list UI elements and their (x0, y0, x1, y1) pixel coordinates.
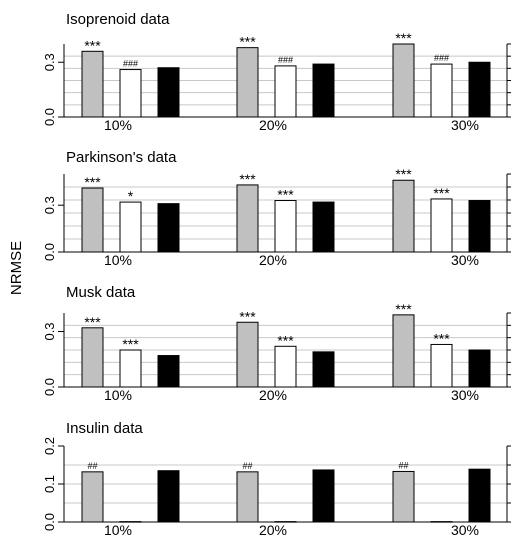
significance-label: *** (84, 314, 101, 330)
bar-black (312, 201, 335, 253)
bar-white (430, 521, 453, 523)
bar-white (119, 521, 142, 523)
panel-title: Insulin data (66, 420, 143, 437)
x-category-label: 10% (104, 117, 132, 133)
y-tick-label: 0.0 (42, 378, 57, 396)
bar-black (312, 351, 335, 388)
significance-label: *** (239, 34, 256, 50)
bar-black (468, 349, 491, 388)
y-axis-label: NRMSE (8, 241, 25, 295)
bar-white (274, 200, 297, 253)
bar-grey (392, 179, 415, 253)
x-category-label: 30% (451, 387, 479, 403)
bar-white (430, 343, 453, 388)
bar-grey (81, 471, 104, 523)
bar-grey (236, 184, 259, 253)
significance-label: *** (433, 330, 450, 346)
bar-black (312, 469, 335, 523)
bar-grey (81, 187, 104, 253)
bar-white (119, 69, 142, 118)
significance-label: *** (395, 166, 412, 182)
significance-label: ### (278, 55, 293, 65)
bar-white (274, 521, 297, 523)
x-category-label: 10% (104, 252, 132, 268)
significance-label: *** (84, 37, 101, 53)
significance-label: ## (87, 461, 97, 471)
bar-black (312, 63, 335, 118)
y-tick-label: 0.3 (42, 196, 57, 214)
panel-title: Musk data (66, 284, 136, 301)
bar-grey (81, 50, 104, 118)
bar-black (468, 468, 491, 523)
significance-label: *** (395, 301, 412, 317)
y-tick-label: 0.3 (42, 53, 57, 71)
significance-label: *** (277, 332, 294, 348)
bar-grey (236, 471, 259, 523)
significance-label: *** (239, 308, 256, 324)
significance-label: *** (122, 336, 139, 352)
y-tick-label: 0.3 (42, 322, 57, 340)
significance-label: ## (398, 460, 408, 470)
bar-white (274, 345, 297, 388)
significance-label: *** (84, 174, 101, 190)
y-tick-label: 0.1 (42, 475, 57, 493)
bar-white (119, 201, 142, 253)
bar-black (157, 355, 180, 388)
bar-black (468, 61, 491, 118)
bar-grey (81, 327, 104, 388)
y-tick-label: 0.0 (42, 108, 57, 126)
bar-white (430, 63, 453, 118)
bar-black (157, 67, 180, 118)
significance-label: ## (242, 461, 252, 471)
significance-label: *** (395, 30, 412, 46)
x-category-label: 20% (259, 522, 287, 538)
bar-white (430, 198, 453, 253)
significance-label: *** (277, 187, 294, 203)
x-category-label: 20% (259, 252, 287, 268)
x-category-label: 30% (451, 252, 479, 268)
significance-label: * (128, 188, 134, 204)
x-category-label: 20% (259, 387, 287, 403)
significance-label: ### (434, 53, 449, 63)
significance-label: *** (433, 185, 450, 201)
bar-grey (392, 314, 415, 388)
y-tick-label: 0.2 (42, 437, 57, 455)
x-category-label: 30% (451, 117, 479, 133)
bar-black (157, 470, 180, 523)
y-tick-label: 0.0 (42, 513, 57, 531)
panel-title: Parkinson's data (66, 149, 177, 166)
bar-grey (392, 470, 415, 523)
panel-title: Isoprenoid data (66, 11, 170, 28)
x-category-label: 10% (104, 522, 132, 538)
bar-grey (236, 47, 259, 118)
bar-white (274, 65, 297, 118)
x-category-label: 20% (259, 117, 287, 133)
y-tick-label: 0.0 (42, 243, 57, 261)
bar-grey (236, 321, 259, 388)
bar-white (119, 349, 142, 388)
x-category-label: 30% (451, 522, 479, 538)
x-category-label: 10% (104, 387, 132, 403)
bar-grey (392, 43, 415, 118)
significance-label: ### (123, 59, 138, 69)
bar-black (468, 200, 491, 253)
bar-black (157, 203, 180, 253)
significance-label: *** (239, 171, 256, 187)
